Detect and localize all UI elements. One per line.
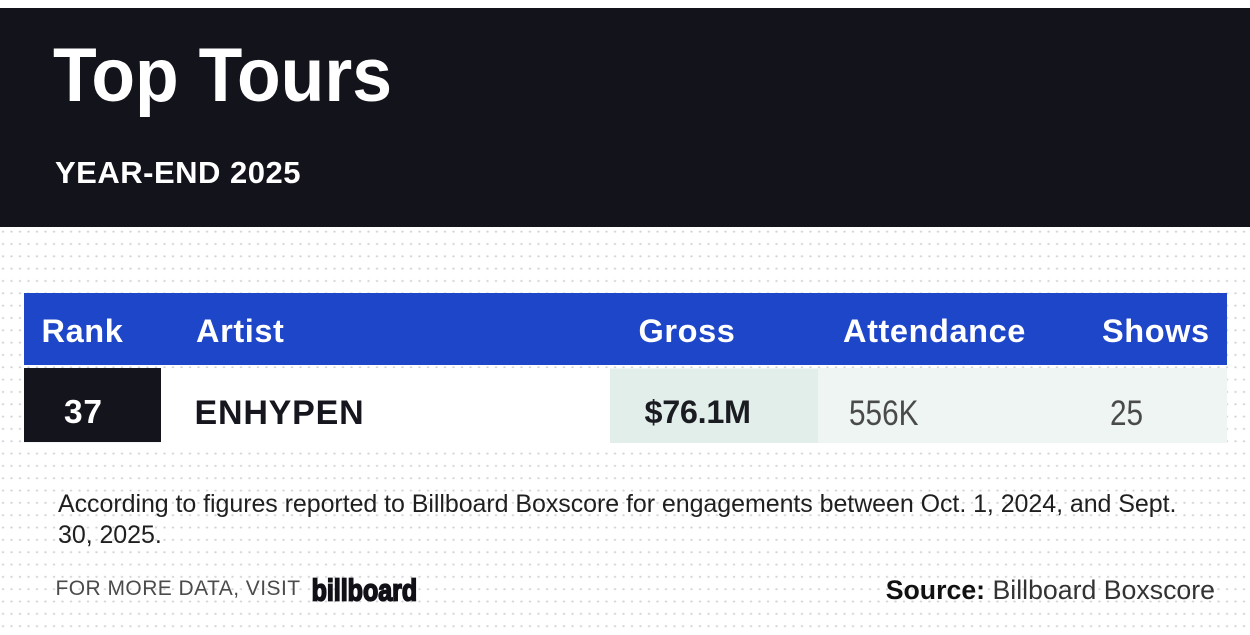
svg-text:billboard: billboard — [312, 576, 418, 608]
